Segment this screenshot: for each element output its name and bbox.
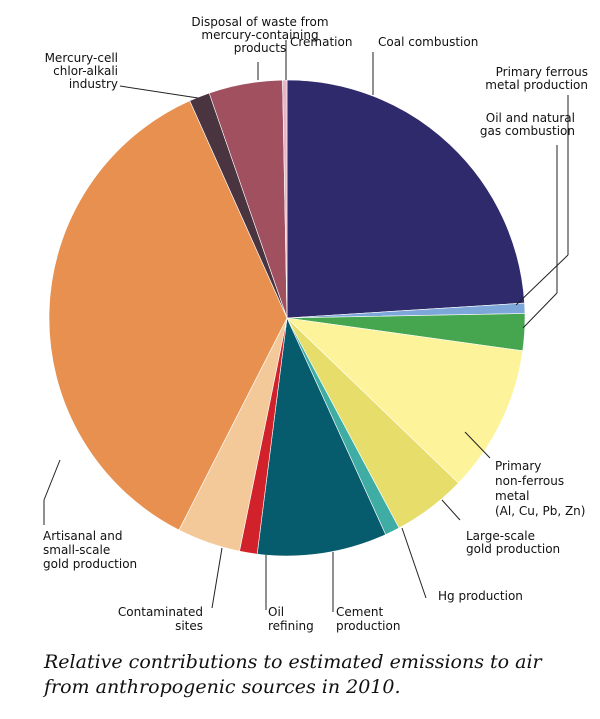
slice-label: Contaminated sites <box>118 605 203 633</box>
slice-label: Artisanal and small-scale gold production <box>43 529 137 571</box>
slice-label: Primary non-ferrous metal (Al, Cu, Pb, Zn) <box>495 459 585 518</box>
pie-slice <box>286 79 525 319</box>
slice-label: Cremation <box>290 35 352 49</box>
slice-label: Primary ferrous metal production <box>485 65 588 92</box>
slice-label: Cement production <box>336 605 400 633</box>
slice-label: Disposal of waste from mercury-containing… <box>191 15 328 55</box>
leader-line <box>515 254 569 306</box>
leader-line <box>401 527 427 599</box>
pie-chart: Coal combustion Primary ferrous metal prod… <box>43 15 588 633</box>
slice-label: Oil and natural gas combustion <box>480 111 575 138</box>
leader-line <box>119 85 199 99</box>
leader-line <box>464 431 491 459</box>
slice-label: Mercury-cell chlor-alkali industry <box>45 51 118 91</box>
pie-slice <box>256 316 387 557</box>
slice-label: Coal combustion <box>378 35 478 49</box>
slice-label: Large-scale gold production <box>466 529 560 556</box>
pie-slice <box>282 79 288 319</box>
leader-line <box>211 547 223 609</box>
figure-caption: Relative contributions to estimated emis… <box>44 651 542 698</box>
pie-slice <box>286 317 524 484</box>
leader-line <box>441 499 461 521</box>
leader-line <box>522 292 558 329</box>
pie-slice <box>48 100 288 531</box>
slice-label: Hg production <box>438 589 523 603</box>
slice-label: Oil refining <box>268 605 314 633</box>
leader-line <box>43 459 61 501</box>
